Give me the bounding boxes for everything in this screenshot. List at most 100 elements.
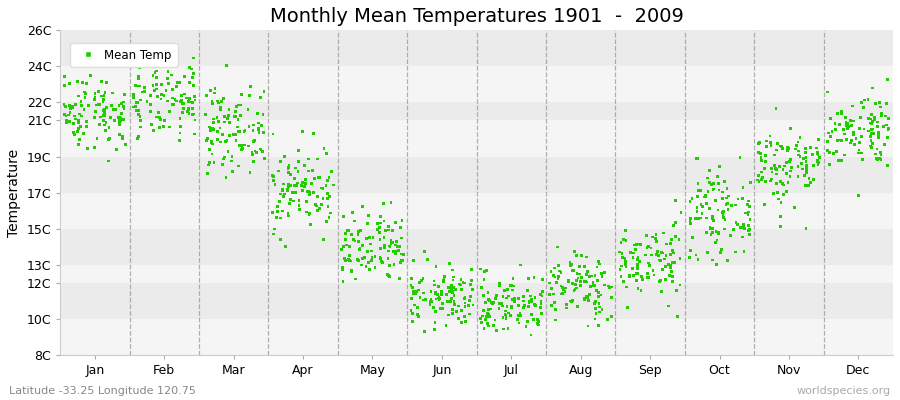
Point: [336, 266, 350, 273]
Point: [765, 165, 779, 172]
Point: [202, 162, 216, 168]
Point: [281, 210, 295, 217]
Point: [631, 256, 645, 263]
Point: [252, 129, 266, 135]
Point: [294, 182, 309, 189]
Point: [428, 308, 443, 315]
Point: [881, 126, 896, 132]
Point: [229, 137, 243, 144]
Point: [769, 147, 783, 153]
Point: [674, 209, 688, 215]
Point: [522, 276, 536, 282]
Point: [175, 92, 189, 98]
Point: [354, 227, 368, 233]
Point: [665, 273, 680, 280]
Point: [594, 271, 608, 277]
Point: [555, 284, 570, 290]
Point: [149, 68, 164, 74]
Point: [220, 137, 234, 144]
Point: [299, 209, 313, 215]
Point: [185, 74, 200, 80]
Point: [641, 270, 655, 277]
Point: [146, 72, 160, 78]
Point: [364, 241, 378, 247]
Point: [566, 268, 580, 274]
Point: [500, 286, 515, 293]
Point: [291, 158, 305, 164]
Point: [58, 103, 72, 110]
Point: [666, 273, 680, 280]
Point: [492, 280, 507, 286]
Point: [454, 286, 469, 292]
Point: [382, 262, 397, 269]
Point: [176, 101, 191, 107]
Point: [382, 243, 397, 249]
Point: [182, 79, 196, 86]
Point: [287, 183, 302, 189]
Point: [220, 62, 234, 69]
Point: [531, 322, 545, 328]
Point: [720, 200, 734, 207]
Point: [733, 154, 747, 161]
Point: [615, 250, 629, 256]
Point: [298, 184, 312, 190]
Point: [276, 181, 291, 187]
Point: [646, 267, 661, 274]
Point: [58, 113, 73, 119]
Point: [374, 213, 388, 220]
Point: [702, 168, 716, 174]
Point: [868, 151, 883, 157]
Point: [321, 204, 336, 210]
Point: [641, 243, 655, 249]
Point: [345, 268, 359, 275]
Point: [834, 137, 849, 143]
Point: [306, 130, 320, 137]
Point: [820, 147, 834, 153]
Point: [810, 151, 824, 157]
Point: [271, 168, 285, 174]
Point: [394, 257, 409, 264]
Point: [531, 318, 545, 325]
Point: [110, 146, 124, 152]
Point: [149, 114, 164, 120]
Point: [373, 254, 387, 260]
Point: [132, 83, 147, 89]
Point: [497, 326, 511, 332]
Point: [548, 274, 562, 280]
Point: [149, 86, 164, 92]
Point: [360, 220, 374, 227]
Point: [453, 281, 467, 287]
Point: [874, 156, 888, 162]
Point: [806, 176, 821, 183]
Point: [488, 295, 502, 302]
Point: [382, 248, 396, 254]
Point: [788, 204, 802, 210]
Point: [779, 188, 794, 194]
Point: [392, 275, 407, 282]
Point: [394, 251, 409, 257]
Point: [757, 166, 771, 172]
Point: [428, 320, 442, 326]
Point: [628, 246, 643, 253]
Bar: [60, 120, 893, 156]
Point: [481, 320, 495, 326]
Point: [832, 157, 846, 163]
Point: [486, 299, 500, 306]
Point: [588, 316, 602, 322]
Point: [389, 238, 403, 245]
Point: [112, 131, 127, 137]
Point: [716, 214, 731, 221]
Point: [219, 174, 233, 180]
Point: [865, 119, 879, 125]
Point: [702, 206, 716, 212]
Point: [512, 320, 526, 326]
Point: [552, 273, 566, 280]
Point: [256, 129, 271, 136]
Point: [663, 262, 678, 268]
Point: [73, 136, 87, 143]
Point: [381, 227, 395, 233]
Point: [742, 209, 756, 215]
Point: [501, 310, 516, 316]
Point: [580, 294, 594, 300]
Point: [424, 288, 438, 294]
